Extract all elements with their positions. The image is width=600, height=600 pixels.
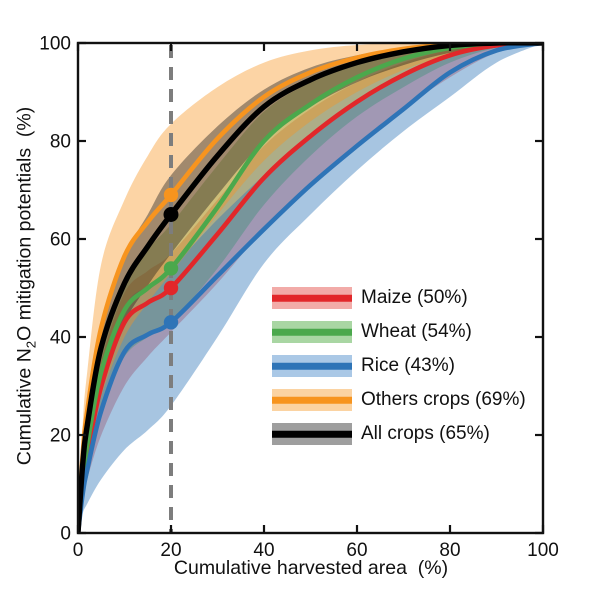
plot-area	[77, 42, 544, 534]
legend-line-swatch-rice	[272, 362, 352, 370]
y-axis-title-post: O mitigation potentials (%)	[13, 106, 36, 341]
x-axis-title: Cumulative harvested area (%)	[173, 557, 449, 579]
series-line-rice	[77, 42, 544, 534]
legend-item-all-crops: All crops (65%)	[272, 417, 526, 451]
legend-band-swatch-others-crops	[272, 389, 352, 411]
legend-item-wheat: Wheat (54%)	[272, 315, 526, 349]
y-tick-label: 0	[60, 524, 71, 545]
legend-line-swatch-wheat	[272, 328, 352, 336]
axes-frame	[76, 41, 545, 535]
y-tick-label: 100	[39, 34, 71, 55]
marker-others-crops	[163, 187, 179, 203]
legend-band-swatch-all-crops	[272, 423, 352, 445]
y-axis-title-sub: 2	[23, 340, 39, 349]
series-line-all-crops	[77, 42, 544, 534]
marker-all-crops	[163, 207, 179, 222]
legend-label-rice: Rice (43%)	[361, 355, 455, 376]
series-lines	[77, 42, 544, 534]
series-markers	[163, 187, 179, 330]
marker-wheat	[163, 261, 179, 276]
y-tick-label: 20	[50, 426, 71, 447]
x-tick-label: 40	[253, 540, 274, 561]
legend-band-swatch-maize	[272, 287, 352, 309]
marker-rice	[163, 315, 179, 330]
y-axis-title-pre: Cumulative N	[13, 348, 36, 466]
legend-item-others-crops: Others crops (69%)	[272, 383, 526, 417]
y-tick-label: 40	[50, 328, 71, 349]
legend-item-rice: Rice (43%)	[272, 349, 526, 383]
y-tick-label: 80	[50, 132, 71, 153]
legend-label-maize: Maize (50%)	[361, 287, 468, 308]
legend-label-wheat: Wheat (54%)	[361, 321, 472, 342]
legend-label-all-crops: All crops (65%)	[361, 423, 490, 444]
x-tick-label: 20	[160, 540, 181, 561]
y-axis-title: Cumulative N2O mitigation potentials (%)	[14, 107, 39, 466]
legend: Maize (50%) Wheat (54%) Rice (43%) Others c…	[272, 281, 526, 451]
legend-label-others-crops: Others crops (69%)	[361, 389, 526, 410]
x-tick-label: 80	[439, 540, 460, 561]
legend-band-swatch-wheat	[272, 321, 352, 343]
legend-line-swatch-maize	[272, 294, 352, 302]
x-tick-label: 100	[527, 540, 559, 561]
y-tick-label: 60	[50, 230, 71, 251]
legend-line-swatch-others-crops	[272, 396, 352, 404]
tick-labels: 0 20 40 60 80 100 0 20 40 60 80 100	[39, 34, 559, 562]
legend-band-swatch-rice	[272, 355, 352, 377]
series-line-wheat	[77, 42, 544, 534]
legend-line-swatch-all-crops	[272, 430, 352, 438]
legend-item-maize: Maize (50%)	[272, 281, 526, 315]
x-tick-label: 60	[346, 540, 367, 561]
x-tick-label: 0	[73, 540, 84, 561]
marker-maize	[163, 280, 179, 296]
